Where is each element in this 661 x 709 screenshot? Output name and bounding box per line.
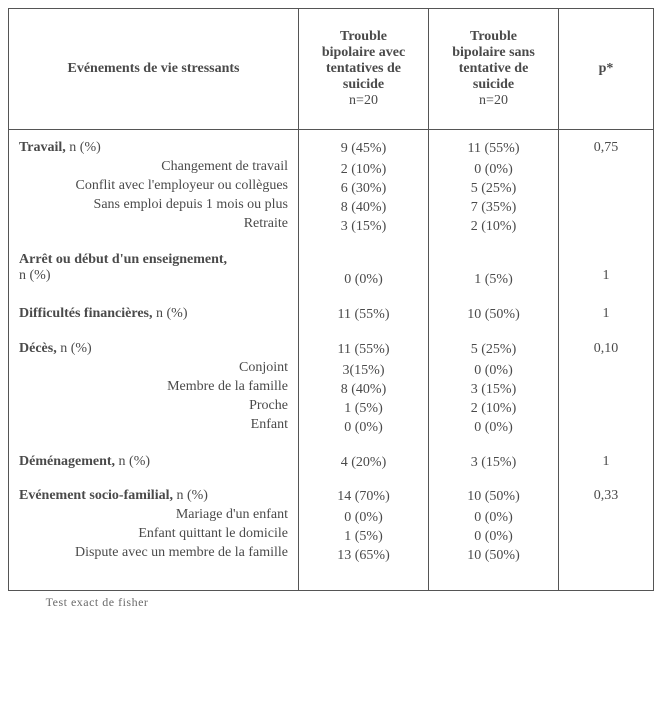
value-with-attempts: 9 (45%)2 (10%)6 (30%)8 (40%)3 (15%): [299, 130, 429, 243]
value-without-attempts: 3 (15%): [429, 444, 559, 479]
value-without-attempts: 10 (50%): [429, 296, 559, 331]
row-label: Décès, n (%)ConjointMembre de la famille…: [9, 331, 299, 443]
value-with-attempts: 11 (55%)3(15%)8 (40%)1 (5%)0 (0%): [299, 331, 429, 443]
table-body: Travail, n (%)Changement de travailConfl…: [9, 130, 654, 591]
table-row: Décès, n (%)ConjointMembre de la famille…: [9, 331, 654, 443]
table-row: Travail, n (%)Changement de travailConfl…: [9, 130, 654, 243]
col-header-events: Evénements de vie stressants: [9, 9, 299, 130]
row-label: Arrêt ou début d'un enseignement,n (%): [9, 242, 299, 296]
table-row: Evénement socio-familial, n (%)Mariage d…: [9, 478, 654, 590]
p-value: 1: [559, 242, 654, 296]
value-with-attempts: 4 (20%): [299, 444, 429, 479]
value-with-attempts: 14 (70%)0 (0%)1 (5%)13 (65%): [299, 478, 429, 590]
table-row: Difficultés financières, n (%)11 (55%)10…: [9, 296, 654, 331]
value-without-attempts: 11 (55%)0 (0%)5 (25%)7 (35%)2 (10%): [429, 130, 559, 243]
col-header-without-attempts: Troublebipolaire sanstentative desuicide…: [429, 9, 559, 130]
table-row: Déménagement, n (%)4 (20%)3 (15%)1: [9, 444, 654, 479]
table-header-row: Evénements de vie stressants Troublebipo…: [9, 9, 654, 130]
p-value: 0,10: [559, 331, 654, 443]
value-without-attempts: 10 (50%)0 (0%)0 (0%)10 (50%): [429, 478, 559, 590]
value-with-attempts: 11 (55%): [299, 296, 429, 331]
footnote-text: *p : Test exact de fisher: [22, 595, 653, 610]
row-label: Evénement socio-familial, n (%)Mariage d…: [9, 478, 299, 590]
row-label: Travail, n (%)Changement de travailConfl…: [9, 130, 299, 243]
value-with-attempts: 0 (0%): [299, 242, 429, 296]
p-value: 1: [559, 296, 654, 331]
stress-events-table: Evénements de vie stressants Troublebipo…: [8, 8, 654, 591]
p-value: 0,75: [559, 130, 654, 243]
value-without-attempts: 5 (25%)0 (0%)3 (15%)2 (10%)0 (0%): [429, 331, 559, 443]
p-value: 1: [559, 444, 654, 479]
row-label: Difficultés financières, n (%): [9, 296, 299, 331]
col-header-p: p*: [559, 9, 654, 130]
row-label: Déménagement, n (%): [9, 444, 299, 479]
value-without-attempts: 1 (5%): [429, 242, 559, 296]
col-header-with-attempts: Troublebipolaire avectentatives desuicid…: [299, 9, 429, 130]
table-row: Arrêt ou début d'un enseignement,n (%)0 …: [9, 242, 654, 296]
p-value: 0,33: [559, 478, 654, 590]
